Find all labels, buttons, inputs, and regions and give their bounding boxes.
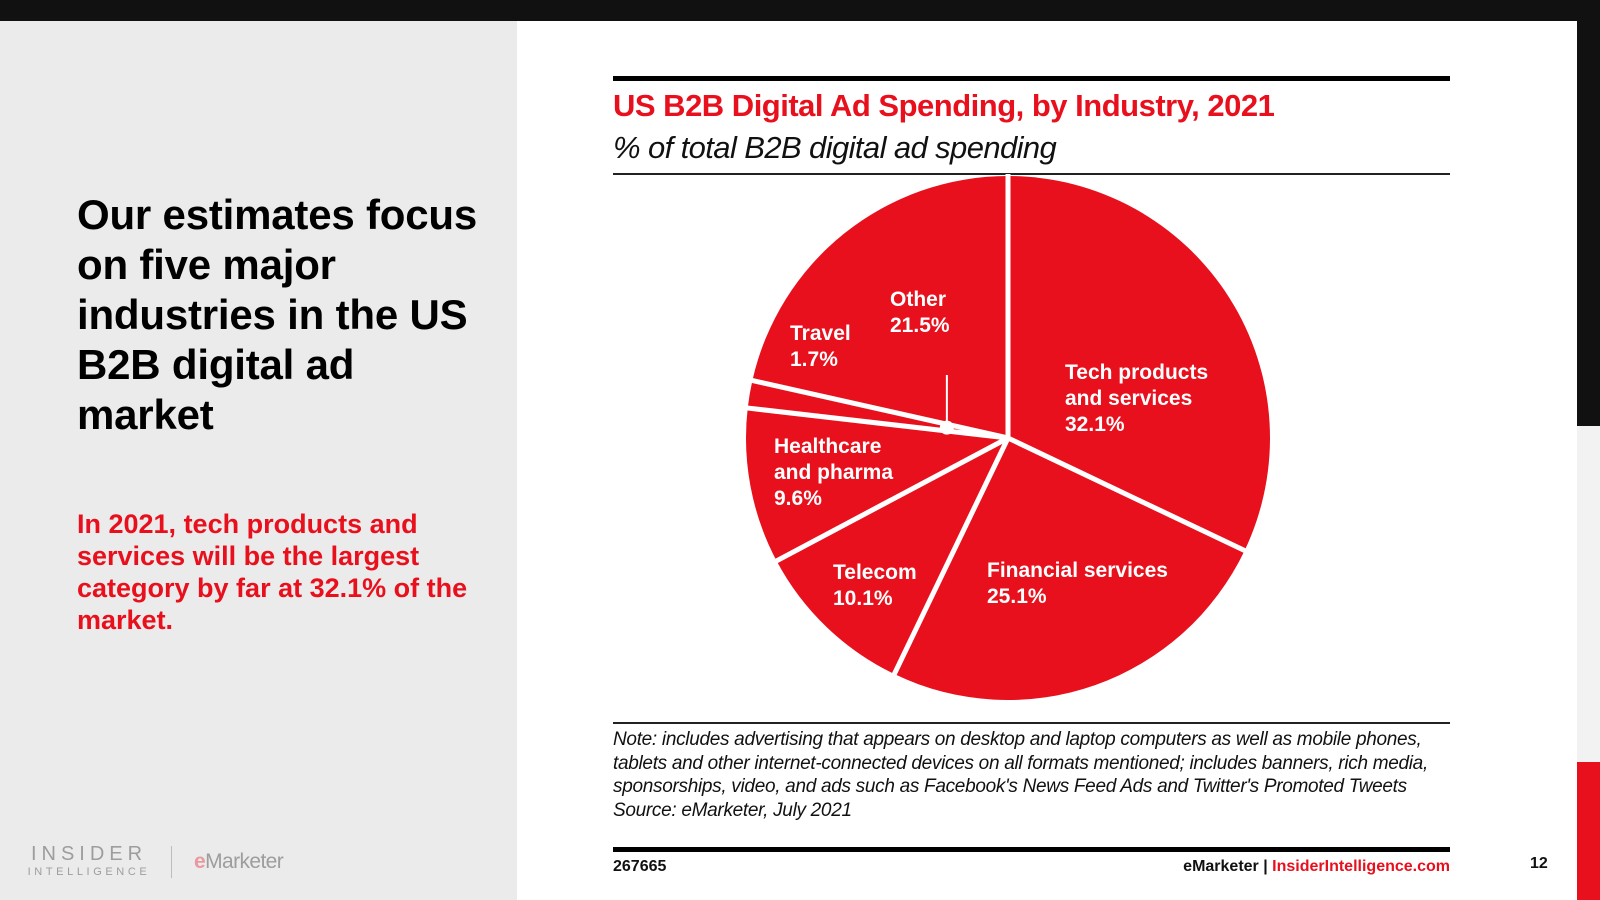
slice-value-label: 10.1% <box>833 587 893 610</box>
slice-name-label: Financial services <box>987 559 1168 582</box>
pie-slice-tech-products-and-services <box>1008 176 1270 551</box>
slice-name-label: Other <box>890 288 946 311</box>
slice-value-label: 21.5% <box>890 314 950 337</box>
slice-label-travel: Travel 1.7% <box>790 322 851 371</box>
slice-name-label: and services <box>1065 387 1192 410</box>
emarketer-logo-text: Marketer <box>205 850 284 873</box>
chart-subtitle: % of total B2B digital ad spending <box>613 130 1057 165</box>
brand-footer: eMarketer | InsiderIntelligence.com <box>1183 858 1450 876</box>
travel-callout-dot <box>939 420 954 435</box>
pie-slice-other <box>752 176 1008 438</box>
slice-name-label: Travel <box>790 322 851 345</box>
chart-subtitle-rule <box>613 173 1450 175</box>
chart-note: Note: includes advertising that appears … <box>613 728 1458 822</box>
slide-key-takeaway: In 2021, tech products and services will… <box>77 509 468 635</box>
emarketer-logo-e: e <box>194 850 206 873</box>
logo-divider <box>171 846 172 878</box>
slice-label-telecom: Telecom 10.1% <box>833 561 917 610</box>
footer-separator: | <box>1263 858 1268 875</box>
pie-separator <box>773 435 1010 564</box>
pie-separator <box>749 377 1009 441</box>
slice-value-label: 32.1% <box>1065 413 1125 436</box>
footer-brand: eMarketer <box>1183 858 1259 875</box>
slice-label-tech-products-and-services: Tech products and services 32.1% <box>1065 361 1208 436</box>
pie-chart: Tech products and services 32.1% Financial … <box>745 174 1270 700</box>
slice-name-label: Telecom <box>833 561 917 584</box>
slice-name-label: Healthcare <box>774 435 881 458</box>
slice-label-financial-services: Financial services 25.1% <box>987 559 1168 608</box>
pie-slice-telecom <box>776 438 1008 675</box>
chart-note-text: Note: includes advertising that appears … <box>613 729 1428 797</box>
chart-title: US B2B Digital Ad Spending, by Industry,… <box>613 88 1275 123</box>
chart-note-rule <box>613 722 1450 724</box>
pie-slice-financial-services <box>894 438 1245 700</box>
page-number: 12 <box>1530 855 1548 872</box>
chart-bottom-rule <box>613 847 1450 852</box>
insider-logo-line2: INTELLIGENCE <box>27 866 151 878</box>
chart-top-rule <box>613 76 1450 81</box>
right-edge-light-block <box>1577 426 1600 762</box>
slice-label-other: Other 21.5% <box>890 288 950 337</box>
footer-site-link[interactable]: InsiderIntelligence.com <box>1272 858 1450 875</box>
slice-value-label: 9.6% <box>774 487 822 510</box>
insider-logo-line1: INSIDER <box>30 843 148 865</box>
slice-value-label: 1.7% <box>790 348 838 371</box>
pie-separator <box>745 405 1009 441</box>
slice-value-label: 25.1% <box>987 585 1047 608</box>
pie-separator <box>891 436 1011 677</box>
slide-headline: Our estimates focus on five major indust… <box>77 191 477 438</box>
slice-label-healthcare-and-pharma: Healthcare and pharma 9.6% <box>774 435 893 510</box>
top-frame-bar <box>0 0 1600 21</box>
pie-slice-healthcare-and-pharma <box>746 408 1008 561</box>
right-edge-red-block <box>1577 762 1600 900</box>
slice-name-label: Tech products <box>1065 361 1208 384</box>
left-panel <box>0 21 517 900</box>
pie-separator <box>1006 435 1248 554</box>
chart-source: Source: eMarketer, July 2021 <box>613 799 852 821</box>
insider-intelligence-logo: INSIDER INTELLIGENCE <box>24 843 154 879</box>
emarketer-logo: eMarketer <box>194 850 284 874</box>
slice-name-label: and pharma <box>774 461 893 484</box>
chart-id: 267665 <box>613 858 667 875</box>
